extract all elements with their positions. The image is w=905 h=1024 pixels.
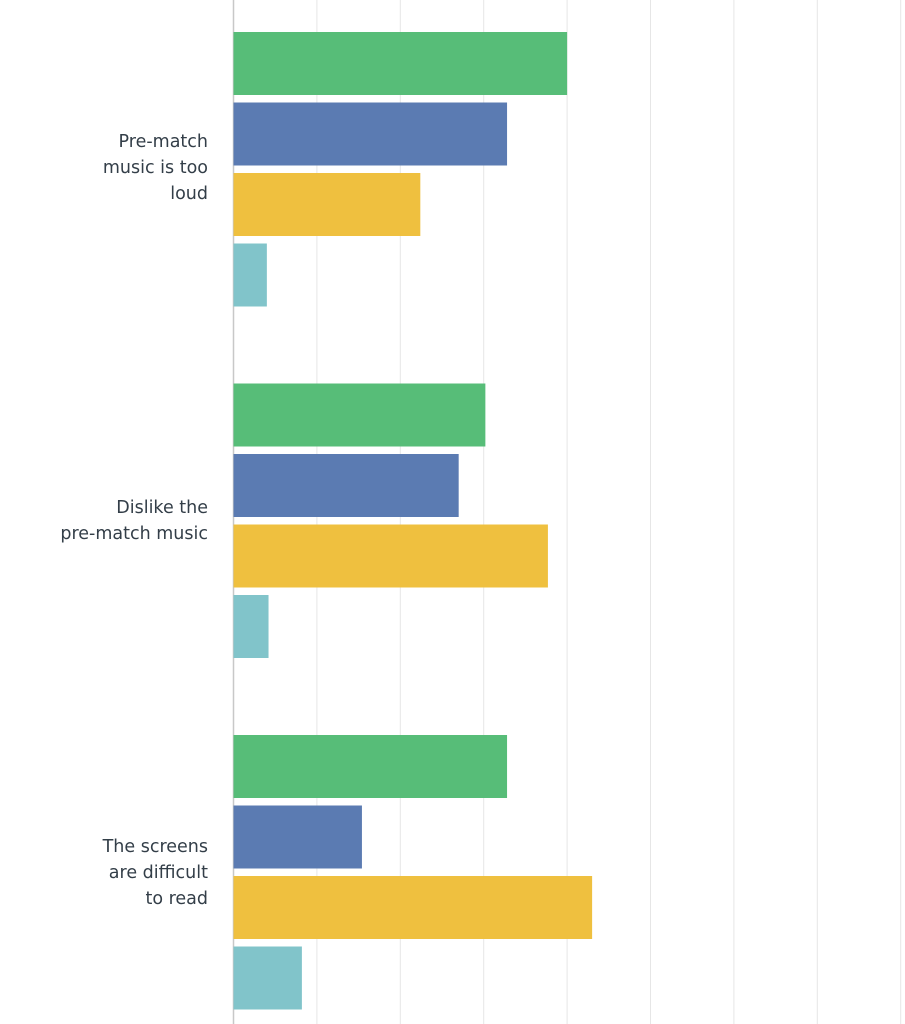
bar-cat0-series0[interactable] [233, 32, 568, 95]
category-label-1: Dislike the pre-match music [60, 498, 208, 544]
bar-cat1-series0[interactable] [233, 383, 486, 447]
bar-cat0-series2[interactable] [233, 173, 421, 236]
bar-cat1-series3[interactable] [233, 595, 269, 658]
bar-cat1-series1[interactable] [233, 454, 459, 517]
bar-cat0-series3[interactable] [233, 243, 267, 307]
bar-cat2-series3[interactable] [233, 946, 302, 1010]
bar-cat0-series1[interactable] [233, 102, 508, 166]
bar-cat2-series0[interactable] [233, 735, 508, 798]
category-label-2: The screens are difficult to read [102, 837, 208, 909]
bar-cat1-series2[interactable] [233, 524, 548, 588]
bar-cat2-series1[interactable] [233, 805, 362, 869]
category-label-0: Pre-match music is too loud [102, 132, 208, 204]
bar-cat2-series2[interactable] [233, 876, 593, 939]
